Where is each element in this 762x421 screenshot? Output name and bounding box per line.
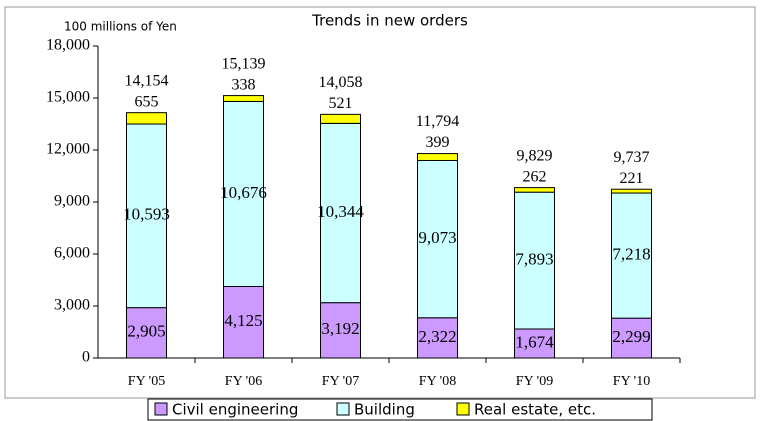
bar-segment <box>611 192 652 319</box>
total-label: 14,154 <box>125 72 169 89</box>
x-tick-label: FY '10 <box>613 374 650 389</box>
x-tick-label: FY '05 <box>128 374 165 389</box>
data-label: 399 <box>426 134 450 151</box>
bar-segment <box>417 159 458 319</box>
bar-segment <box>223 95 264 102</box>
bar-segment <box>126 307 167 359</box>
y-tick-label: 3,000 <box>54 297 90 314</box>
bar-segment <box>514 191 555 330</box>
data-label: 3,192 <box>321 319 359 338</box>
data-label: 2,322 <box>418 327 456 346</box>
data-label: 2,905 <box>127 322 165 341</box>
data-label: 262 <box>523 168 547 185</box>
bar-segment <box>611 317 652 359</box>
bar-segment <box>320 113 361 124</box>
x-tick-label: FY '08 <box>419 374 456 389</box>
data-label: 521 <box>329 95 353 112</box>
data-label: 4,125 <box>224 311 262 330</box>
legend-label: Civil engineering <box>172 401 298 419</box>
legend-box <box>147 398 653 421</box>
bar-segment <box>223 100 264 287</box>
total-label: 9,737 <box>614 149 650 166</box>
bar-segment <box>611 188 652 194</box>
bar-segment <box>417 153 458 161</box>
total-label: 9,829 <box>517 147 553 164</box>
y-tick-label: 9,000 <box>54 193 90 210</box>
total-label: 11,794 <box>416 113 459 130</box>
x-tick-label: FY '09 <box>516 374 553 389</box>
y-axis-label: 100 millions of Yen <box>64 20 177 34</box>
data-label: 1,674 <box>515 332 554 351</box>
data-label: 10,344 <box>317 202 364 221</box>
data-label: 7,893 <box>515 249 553 268</box>
frame <box>4 6 756 399</box>
y-tick-label: 6,000 <box>54 245 90 262</box>
legend-label: Building <box>354 401 415 419</box>
data-label: 7,218 <box>612 245 650 264</box>
data-label: 2,299 <box>612 327 650 346</box>
data-label: 221 <box>620 170 644 187</box>
legend-label: Real estate, etc. <box>474 401 596 419</box>
data-label: 10,676 <box>220 183 267 202</box>
bar-segment <box>320 302 361 359</box>
y-tick-label: 15,000 <box>46 89 90 106</box>
legend-swatch <box>456 402 470 416</box>
x-tick-label: FY '06 <box>225 374 262 389</box>
y-tick-label: 12,000 <box>46 141 90 158</box>
data-label: 9,073 <box>418 228 456 247</box>
bar-segment <box>514 187 555 193</box>
x-tick-label: FY '07 <box>322 374 359 389</box>
y-tick-label: 18,000 <box>46 37 90 54</box>
bar-segment <box>417 317 458 359</box>
total-label: 14,058 <box>319 74 363 91</box>
bar-segment <box>126 123 167 309</box>
bar-segment <box>126 112 167 125</box>
data-label: 10,593 <box>123 205 170 224</box>
data-label: 655 <box>135 93 159 110</box>
legend-swatch <box>154 402 168 416</box>
data-label: 338 <box>232 76 256 93</box>
y-tick-label: 0 <box>82 349 90 366</box>
legend-swatch <box>336 402 350 416</box>
chart-title: Trends in new orders <box>311 12 468 30</box>
bar-segment <box>514 328 555 359</box>
total-label: 15,139 <box>222 55 266 72</box>
